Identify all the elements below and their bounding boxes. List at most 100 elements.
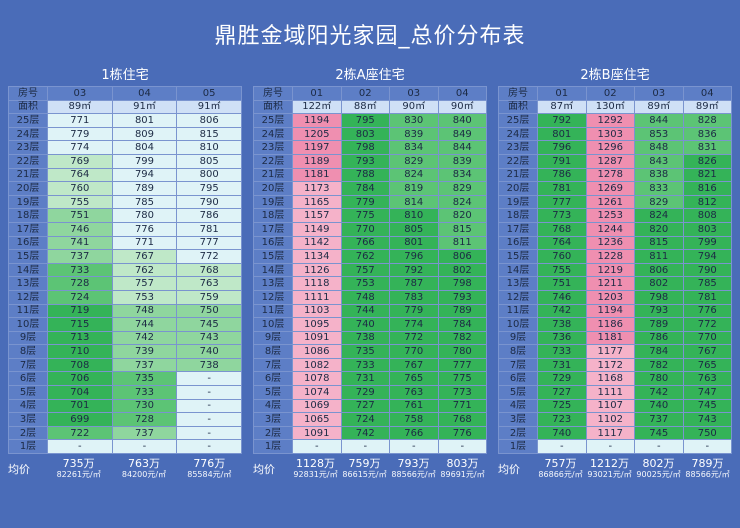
average-total: 735万 [62, 457, 95, 471]
table-row: 7层 708 737 738 [8, 357, 242, 373]
building-2a-table: 2栋A座住宅 房号 01 02 03 04 面积 122㎡ 88㎡ 90㎡ 90㎡ 25层 1194 79… [253, 66, 487, 482]
price-cell: 803 [682, 221, 732, 237]
price-cell: 1186 [585, 317, 635, 332]
table-row: 22层 769 799 805 [8, 153, 242, 169]
price-cell: 730 [111, 398, 178, 414]
table-row: 15层 737 767 772 [8, 249, 242, 264]
price-cell: 767 [682, 344, 732, 359]
average-row: 均价 1128万 92831元/㎡ 759万 86615元/㎡ 793万 88566元/㎡ 8… [253, 458, 487, 482]
price-cell: 781 [537, 181, 587, 196]
table-row: 7层 1082 733 767 777 [253, 357, 487, 373]
price-cell: 743 [176, 330, 242, 346]
floor-label: 18层 [253, 208, 293, 223]
floor-label: 23层 [498, 140, 538, 155]
table-row: 4层 725 1107 740 745 [498, 398, 732, 414]
price-cell: 779 [389, 303, 439, 319]
price-cell: 805 [389, 221, 439, 237]
price-cell: 1091 [292, 425, 342, 441]
price-cell: 723 [537, 412, 587, 427]
price-cell: - [682, 439, 732, 455]
price-cell: 829 [634, 194, 684, 210]
room-area: 89㎡ [47, 99, 113, 115]
price-cell: 763 [682, 371, 732, 387]
average-total: 1212万 [590, 457, 629, 471]
price-cell: 819 [389, 181, 439, 196]
price-cell: 1086 [292, 344, 342, 359]
price-cell: 811 [437, 235, 487, 251]
price-cell: 719 [47, 303, 113, 319]
room-area: 90㎡ [437, 99, 487, 115]
table-row: 20层 760 789 795 [8, 181, 242, 196]
area-label: 面积 [8, 99, 48, 115]
floor-label: 7层 [253, 357, 293, 373]
floor-label: 5层 [253, 385, 293, 400]
floor-label: 14层 [253, 262, 293, 278]
price-cell: 724 [47, 289, 113, 305]
table-row: 17层 746 776 781 [8, 221, 242, 237]
price-cell: 782 [634, 357, 684, 373]
table-row: 15层 1134 762 796 806 [253, 249, 487, 264]
floor-label: 11层 [253, 303, 293, 319]
price-cell: 737 [634, 412, 684, 427]
price-cell: 814 [389, 194, 439, 210]
price-cell: 699 [47, 412, 113, 427]
table-row: 18层 751 780 786 [8, 208, 242, 223]
room-number: 03 [634, 86, 684, 101]
price-cell: 1219 [585, 262, 635, 278]
price-cell: 737 [47, 249, 113, 264]
price-cell: 733 [47, 262, 113, 278]
room-number: 03 [389, 86, 439, 101]
floor-label: 24层 [253, 126, 293, 142]
floor-label: 19层 [8, 194, 48, 210]
price-cell: 772 [389, 330, 439, 346]
area-row: 面积 89㎡ 91㎡ 91㎡ [8, 99, 242, 115]
price-cell: 795 [176, 181, 242, 196]
table-row: 24层 779 809 815 [8, 126, 242, 142]
price-cell: 1111 [292, 289, 342, 305]
price-cell: 736 [537, 330, 587, 346]
floor-label: 8层 [498, 344, 538, 359]
price-cell: 774 [389, 317, 439, 332]
price-cell: 789 [634, 317, 684, 332]
price-cell: 755 [47, 194, 113, 210]
price-cell: 1197 [292, 140, 342, 155]
price-cell: 804 [111, 140, 178, 155]
table-row: 15层 760 1228 811 794 [498, 249, 732, 264]
price-cell: 800 [176, 167, 242, 183]
price-cell: 809 [111, 126, 178, 142]
table-row: 11层 742 1194 793 776 [498, 303, 732, 319]
room-area: 130㎡ [585, 99, 635, 115]
price-cell: 833 [634, 181, 684, 196]
floor-label: 10层 [8, 317, 48, 332]
price-cell: 739 [111, 344, 178, 359]
price-cell: 1244 [585, 221, 635, 237]
price-cell: 839 [389, 126, 439, 142]
price-cell: 746 [47, 221, 113, 237]
price-cell: 815 [176, 126, 242, 142]
table-row: 10层 1095 740 774 784 [253, 317, 487, 332]
price-cell: 779 [47, 126, 113, 142]
price-cell: 1165 [292, 194, 342, 210]
table-row: 14层 755 1219 806 790 [498, 262, 732, 278]
table-row: 19层 777 1261 829 812 [498, 194, 732, 210]
floor-label: 24层 [498, 126, 538, 142]
price-cell: 815 [634, 235, 684, 251]
floor-label: 12层 [8, 289, 48, 305]
floor-label: 18层 [8, 208, 48, 223]
table-row: 4层 1069 727 761 771 [253, 398, 487, 414]
average-total: 759万 [348, 457, 381, 471]
price-cell: 784 [340, 181, 390, 196]
table-row: 11层 1103 744 779 789 [253, 303, 487, 319]
price-cell: 830 [389, 113, 439, 128]
price-cell: - [634, 439, 684, 455]
room-label: 房号 [253, 86, 293, 101]
floor-label: 4层 [253, 398, 293, 414]
average-cell: 789万 88566元/㎡ [683, 458, 732, 482]
price-cell: 811 [634, 249, 684, 264]
price-cell: - [176, 425, 242, 441]
price-cell: 738 [176, 357, 242, 373]
table-row: 24层 801 1303 853 836 [498, 126, 732, 142]
price-cell: - [176, 412, 242, 427]
table-row: 18层 1157 775 810 820 [253, 208, 487, 223]
price-cell: 820 [634, 221, 684, 237]
